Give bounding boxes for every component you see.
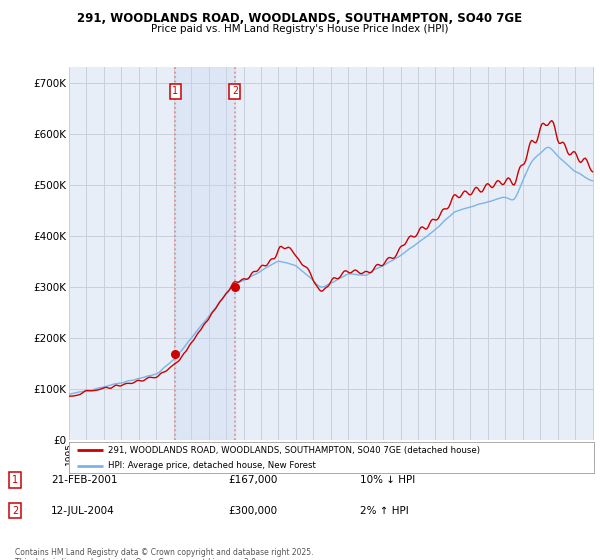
- Text: 291, WOODLANDS ROAD, WOODLANDS, SOUTHAMPTON, SO40 7GE (detached house): 291, WOODLANDS ROAD, WOODLANDS, SOUTHAMP…: [109, 446, 481, 455]
- Text: 21-FEB-2001: 21-FEB-2001: [51, 475, 118, 485]
- Text: 12-JUL-2004: 12-JUL-2004: [51, 506, 115, 516]
- Text: 10% ↓ HPI: 10% ↓ HPI: [360, 475, 415, 485]
- Text: 2% ↑ HPI: 2% ↑ HPI: [360, 506, 409, 516]
- Text: 291, WOODLANDS ROAD, WOODLANDS, SOUTHAMPTON, SO40 7GE: 291, WOODLANDS ROAD, WOODLANDS, SOUTHAMP…: [77, 12, 523, 25]
- Text: 2: 2: [232, 86, 238, 96]
- Text: 1: 1: [12, 475, 18, 485]
- Text: 1: 1: [172, 86, 178, 96]
- Text: £167,000: £167,000: [228, 475, 277, 485]
- Text: Contains HM Land Registry data © Crown copyright and database right 2025.
This d: Contains HM Land Registry data © Crown c…: [15, 548, 314, 560]
- Text: HPI: Average price, detached house, New Forest: HPI: Average price, detached house, New …: [109, 461, 316, 470]
- Text: 2: 2: [12, 506, 18, 516]
- Text: Price paid vs. HM Land Registry's House Price Index (HPI): Price paid vs. HM Land Registry's House …: [151, 24, 449, 34]
- Bar: [175, 67, 235, 440]
- Text: £300,000: £300,000: [228, 506, 277, 516]
